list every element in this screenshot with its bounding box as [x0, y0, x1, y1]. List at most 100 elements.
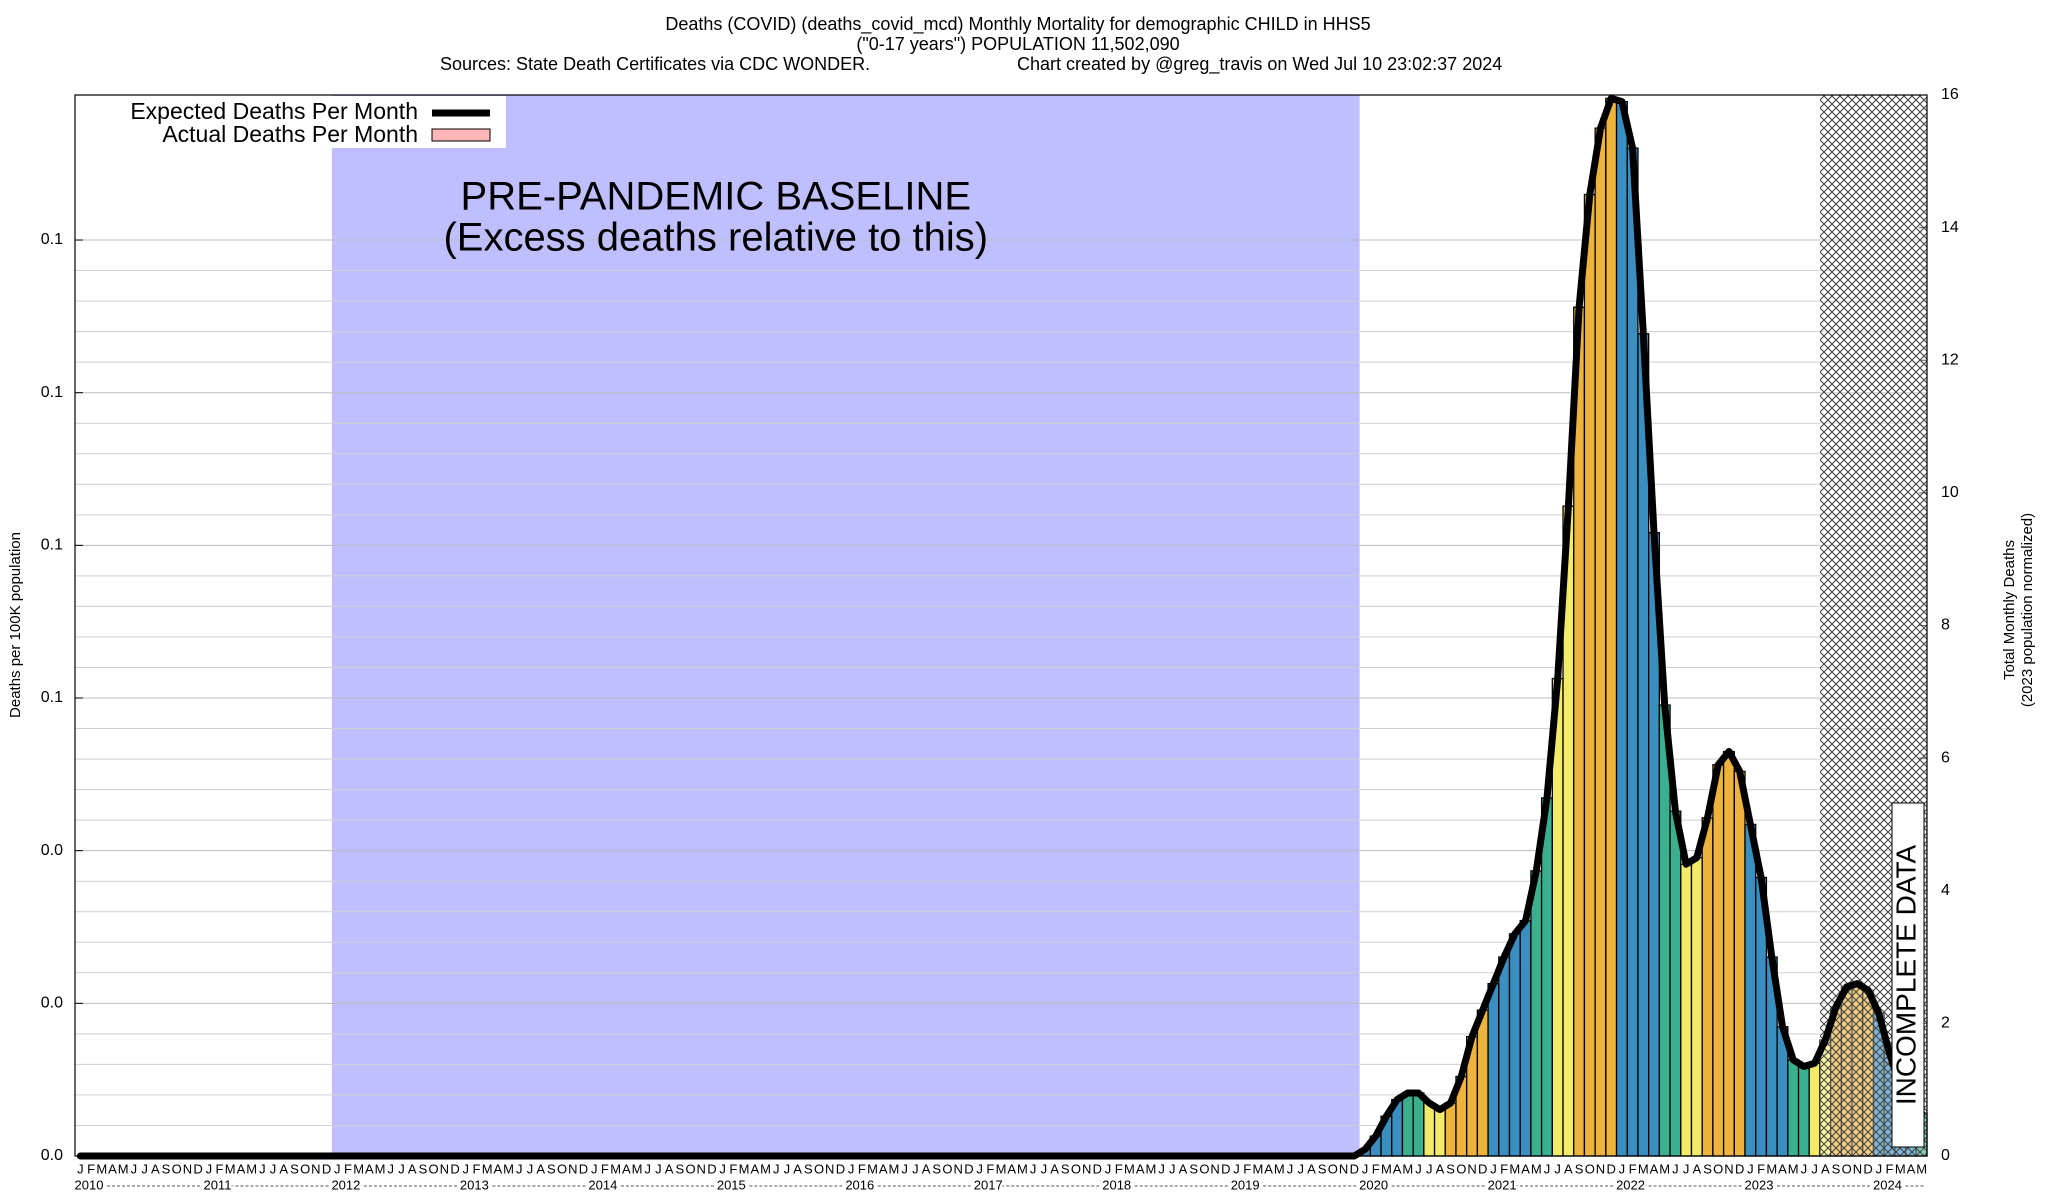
x-tick-label: J [462, 1161, 469, 1176]
x-tick-label: D [1607, 1161, 1616, 1176]
bar [1615, 100, 1628, 1157]
x-tick-label: F [1886, 1161, 1894, 1176]
x-tick-label: A [1436, 1161, 1445, 1176]
bar [1808, 1062, 1821, 1157]
x-tick-label: J [848, 1161, 855, 1176]
x-tick-label: A [793, 1161, 802, 1176]
x-tick-label: D [964, 1161, 973, 1176]
x-tick-label: N [1210, 1161, 1219, 1176]
x-tick-label: M [1124, 1161, 1135, 1176]
incomplete-label: INCOMPLETE DATA [1890, 845, 1921, 1106]
x-tick-label: N [825, 1161, 834, 1176]
bar [1487, 982, 1500, 1157]
bar [1712, 764, 1725, 1157]
sources: Sources: State Death Certificates via CD… [440, 54, 870, 74]
x-tick-label: M [1274, 1161, 1285, 1176]
x-tick-label: J [388, 1161, 395, 1176]
x-tick-label: J [1030, 1161, 1037, 1176]
x-tick-label: S [290, 1161, 299, 1176]
x-tick-label: D [1863, 1161, 1872, 1176]
year-label: 2018 [1102, 1177, 1131, 1192]
x-tick-label: N [1853, 1161, 1862, 1176]
x-tick-label: J [1169, 1161, 1176, 1176]
y-tick-label: 0.0 [41, 842, 63, 859]
x-tick-label: N [311, 1161, 320, 1176]
x-tick-label: A [1521, 1161, 1530, 1176]
x-tick-label: A [1821, 1161, 1830, 1176]
legend-label: Actual Deaths Per Month [162, 121, 418, 147]
bar [1444, 1102, 1457, 1157]
y2-tick-label: 10 [1941, 484, 1959, 501]
y2-axis-label: Total Monthly Deaths [2001, 540, 2018, 680]
y2-tick-label: 4 [1941, 882, 1950, 899]
x-tick-label: J [206, 1161, 213, 1176]
x-tick-label: F [1757, 1161, 1765, 1176]
x-tick-label: S [1832, 1161, 1841, 1176]
y2-tick-label: 16 [1941, 86, 1959, 103]
x-tick-label: F [1115, 1161, 1123, 1176]
year-label: 2021 [1488, 1177, 1517, 1192]
bar [1733, 770, 1746, 1157]
x-tick-label: S [547, 1161, 556, 1176]
year-label: 2014 [588, 1177, 617, 1192]
x-tick-label: J [1747, 1161, 1754, 1176]
bar [1605, 97, 1618, 1157]
x-tick-label: A [1907, 1161, 1916, 1176]
x-tick-label: J [719, 1161, 726, 1176]
x-tick-label: F [216, 1161, 224, 1176]
bar [1722, 750, 1735, 1157]
bar [1498, 956, 1511, 1157]
x-tick-label: A [108, 1161, 117, 1176]
x-tick-label: A [1564, 1161, 1573, 1176]
year-label: 2015 [717, 1177, 746, 1192]
x-tick-label: N [568, 1161, 577, 1176]
x-tick-label: A [237, 1161, 246, 1176]
x-tick-label: J [141, 1161, 148, 1176]
y-tick-label: 0.0 [41, 995, 63, 1012]
baseline-label: PRE-PANDEMIC BASELINE [461, 175, 972, 219]
x-tick-label: J [1362, 1161, 1369, 1176]
y-tick-label: 0.1 [41, 537, 63, 554]
year-label: 2013 [460, 1177, 489, 1192]
x-tick-label: M [760, 1161, 771, 1176]
x-tick-label: J [1287, 1161, 1294, 1176]
y-tick-label: 0.1 [41, 231, 63, 248]
x-tick-label: J [773, 1161, 780, 1176]
x-tick-label: M [739, 1161, 750, 1176]
x-tick-label: M [996, 1161, 1007, 1176]
y-tick-label: 0.1 [41, 384, 63, 401]
x-tick-label: M [889, 1161, 900, 1176]
x-tick-label: O [1713, 1161, 1723, 1176]
x-tick-label: M [353, 1161, 364, 1176]
x-tick-label: F [344, 1161, 352, 1176]
y2-axis-label: (2023 population normalized) [2019, 513, 2036, 707]
x-tick-label: F [472, 1161, 480, 1176]
x-tick-label: F [87, 1161, 95, 1176]
x-tick-label: J [1297, 1161, 1304, 1176]
year-label: 2020 [1359, 1177, 1388, 1192]
chart-subtitle: ("0-17 years") POPULATION 11,502,090 [856, 34, 1179, 54]
x-tick-label: S [804, 1161, 813, 1176]
x-tick-label: F [1500, 1161, 1508, 1176]
x-tick-label: M [867, 1161, 878, 1176]
year-label: 2017 [974, 1177, 1003, 1192]
x-tick-label: A [536, 1161, 545, 1176]
x-tick-label: M [225, 1161, 236, 1176]
x-tick-label: N [697, 1161, 706, 1176]
bar [1519, 919, 1532, 1157]
bar [1626, 147, 1639, 1157]
x-tick-label: J [1619, 1161, 1626, 1176]
x-tick-label: A [750, 1161, 759, 1176]
x-tick-label: A [1693, 1161, 1702, 1176]
bar [1583, 193, 1596, 1157]
x-tick-label: O [685, 1161, 695, 1176]
x-tick-label: A [365, 1161, 374, 1176]
x-tick-label: A [408, 1161, 417, 1176]
x-tick-label: D [1093, 1161, 1102, 1176]
x-tick-label: J [1415, 1161, 1422, 1176]
x-tick-label: D [450, 1161, 459, 1176]
x-tick-label: A [1179, 1161, 1188, 1176]
year-label: 2019 [1231, 1177, 1260, 1192]
x-tick-label: A [1778, 1161, 1787, 1176]
x-tick-label: J [1105, 1161, 1112, 1176]
